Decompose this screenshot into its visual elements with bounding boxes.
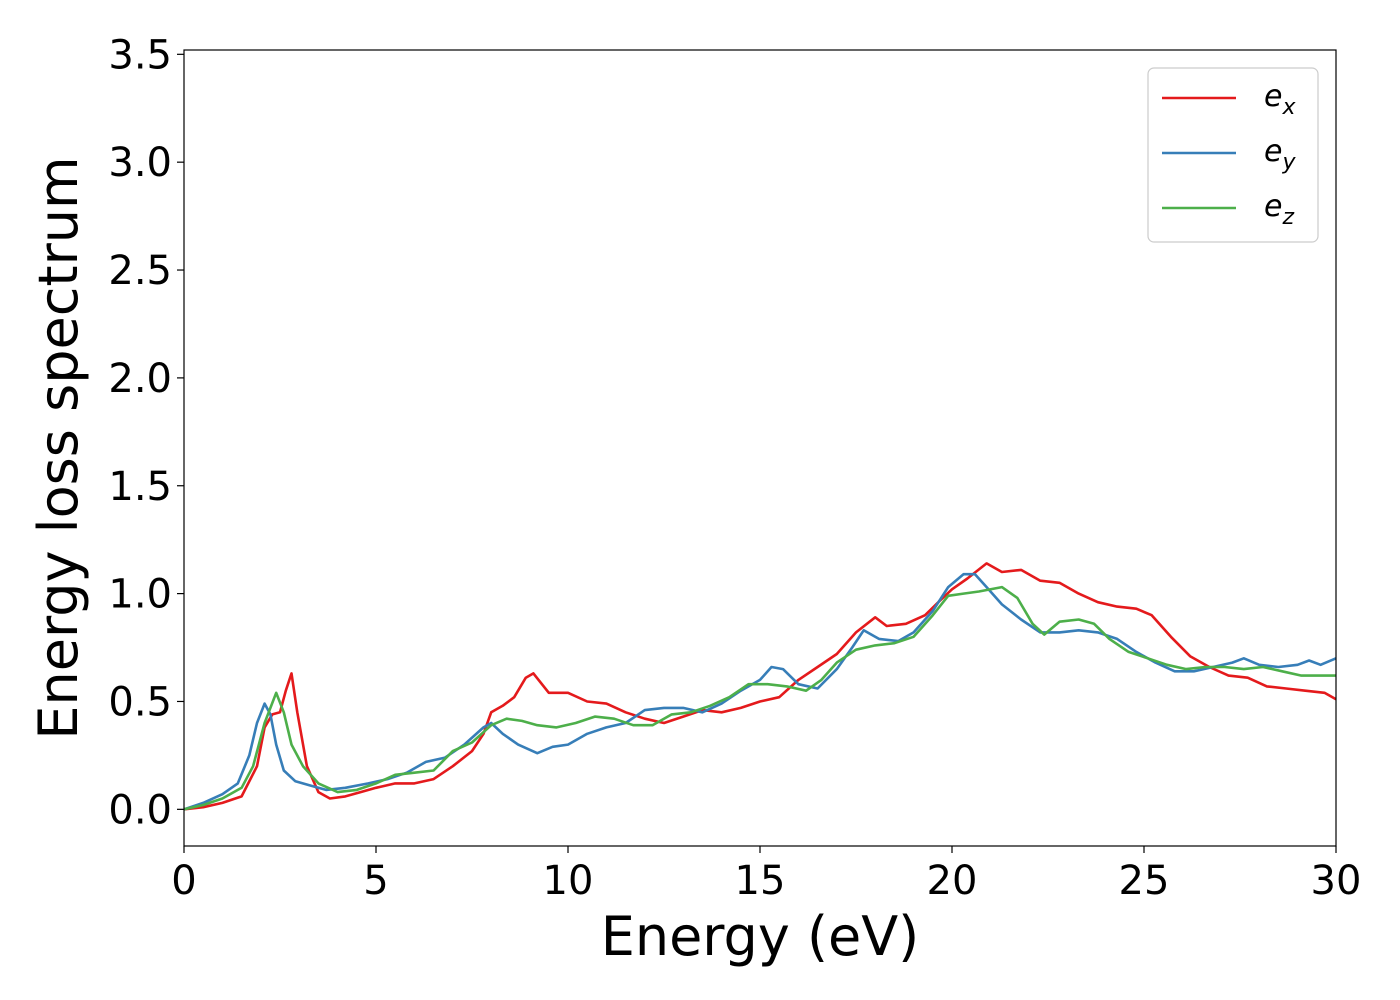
y-tick-label: 3.0 — [108, 140, 172, 186]
x-axis: 0 5 10 15 20 25 30 — [171, 846, 1361, 904]
y-tick-label: 1.5 — [108, 464, 172, 510]
x-tick-label: 10 — [543, 858, 594, 904]
y-tick-label: 1.0 — [108, 572, 172, 618]
x-tick-label: 5 — [363, 858, 388, 904]
x-tick-label: 25 — [1119, 858, 1170, 904]
y-tick-label: 0.0 — [108, 787, 172, 833]
series-layer — [183, 562, 1337, 811]
legend-label-z: ez — [1264, 189, 1294, 230]
legend-label-x: ex — [1264, 79, 1296, 120]
y-axis: 0.0 0.5 1.0 1.5 2.0 2.5 3.0 3.5 — [108, 32, 184, 833]
series-line-x — [183, 562, 1337, 811]
x-axis-title: Energy (eV) — [601, 905, 920, 968]
y-tick-label: 2.0 — [108, 356, 172, 402]
series-line-z — [183, 585, 1336, 811]
legend-box — [1147, 67, 1319, 243]
x-tick-label: 30 — [1311, 858, 1362, 904]
series-line-y — [183, 572, 1337, 811]
x-tick-label: 15 — [735, 858, 786, 904]
legend: ex ey ez — [1147, 67, 1319, 243]
x-tick-label: 20 — [927, 858, 978, 904]
x-tick-label: 0 — [171, 858, 196, 904]
y-tick-label: 3.5 — [108, 32, 172, 78]
legend-label-y: ey — [1264, 134, 1296, 175]
y-axis-title: Energy loss spectrum — [27, 156, 90, 739]
y-tick-label: 2.5 — [108, 248, 172, 294]
y-tick-label: 0.5 — [108, 679, 172, 725]
